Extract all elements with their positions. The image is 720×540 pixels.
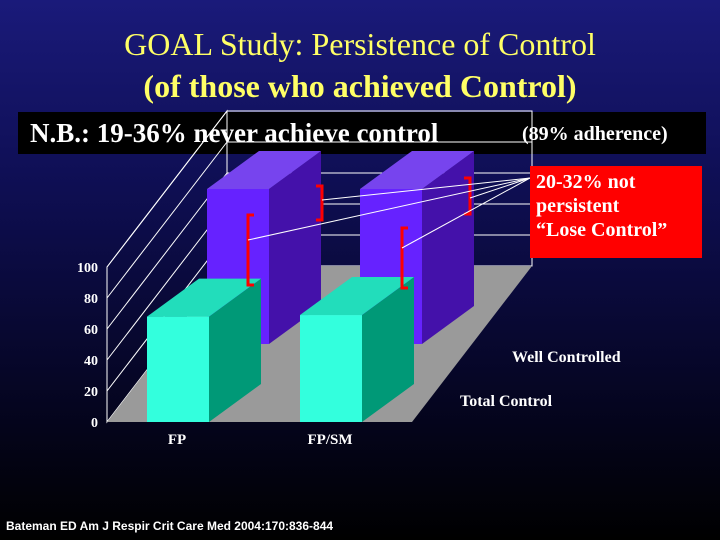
callout-line-1: 20-32% not (536, 171, 636, 193)
callout-line-3: “Lose Control” (536, 219, 668, 241)
bar-top (207, 151, 321, 189)
nb-main-text: N.B.: 19-36% never achieve control (30, 118, 439, 148)
gridline-side (106, 110, 228, 268)
bar-top (147, 278, 261, 317)
pointer-line (401, 177, 531, 249)
red-bracket (316, 184, 324, 222)
pointer-line (247, 177, 531, 241)
callout-line-2: persistent (536, 195, 620, 217)
nb-banner: N.B.: 19-36% never achieve control (89% … (18, 112, 706, 154)
bar-side (362, 277, 414, 422)
nb-adherence-text: (89% adherence) (522, 123, 668, 145)
bar-side (209, 278, 261, 422)
y-tick-label: 20 (84, 385, 98, 400)
x-category-label: FP/SM (308, 432, 353, 448)
bar-top (300, 277, 414, 316)
y-tick-label: 80 (84, 292, 98, 307)
bar-side (269, 151, 321, 344)
bar-top (360, 151, 474, 189)
gridline-side (106, 141, 228, 299)
series-labels: Total Control Well Controlled (460, 349, 621, 410)
red-brackets (246, 176, 472, 290)
red-bracket (464, 176, 472, 216)
series-label: Well Controlled (512, 349, 621, 366)
bar-front (147, 316, 209, 422)
y-tick-label: 100 (77, 261, 98, 276)
bar-front (300, 315, 362, 422)
y-tick-label: 60 (84, 323, 98, 338)
y-axis-ticks: 0 20 40 60 80 100 (77, 261, 98, 431)
citation: Bateman ED Am J Respir Crit Care Med 200… (6, 519, 334, 533)
chart-bars (147, 151, 474, 422)
pointer-line (469, 177, 531, 199)
title-line-1: GOAL Study: Persistence of Control (124, 26, 596, 62)
x-category-label: FP (168, 432, 186, 448)
callout-pointers (247, 177, 531, 249)
red-bracket (246, 213, 254, 287)
y-tick-label: 40 (84, 354, 98, 369)
y-tick-label: 0 (91, 416, 98, 431)
callout-box: 20-32% not persistent “Lose Control” (530, 166, 702, 258)
title-line-2: (of those who achieved Control) (143, 68, 577, 104)
x-axis-categories: FP FP/SM (168, 432, 353, 448)
series-label: Total Control (460, 393, 553, 410)
pointer-line (321, 177, 531, 201)
red-bracket (400, 226, 408, 290)
